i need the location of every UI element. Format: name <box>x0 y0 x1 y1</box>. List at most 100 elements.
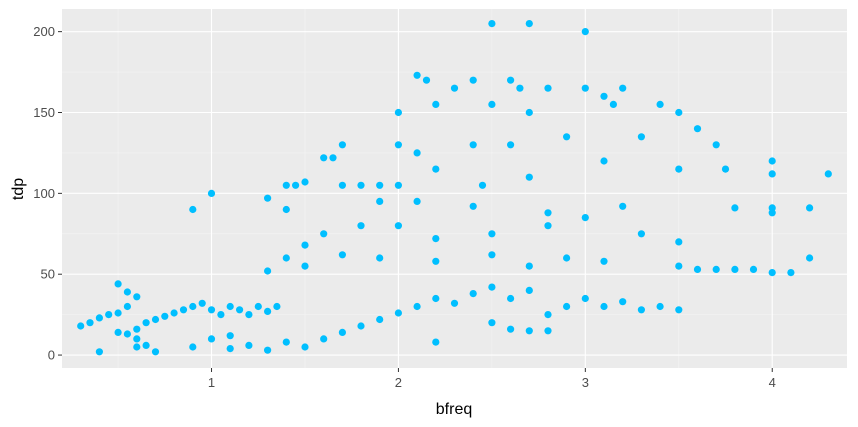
data-point <box>77 322 85 330</box>
data-point <box>656 302 664 311</box>
data-point <box>563 133 571 141</box>
data-point <box>394 222 402 230</box>
data-point <box>114 328 122 336</box>
data-point <box>217 311 225 319</box>
data-point <box>450 84 459 92</box>
data-point <box>273 302 281 311</box>
data-point <box>226 345 234 353</box>
data-point <box>488 283 496 291</box>
data-point <box>301 343 309 351</box>
data-point <box>675 306 683 314</box>
data-point <box>357 322 365 330</box>
data-point <box>320 230 328 238</box>
data-point <box>394 309 402 317</box>
y-tick-label: 200 <box>33 24 55 39</box>
data-point <box>394 181 402 189</box>
data-point <box>123 302 131 311</box>
data-point <box>787 269 795 277</box>
data-point <box>123 288 131 296</box>
data-point <box>721 165 730 173</box>
data-point <box>581 294 589 303</box>
data-point <box>544 327 552 335</box>
data-point <box>376 254 384 262</box>
data-point <box>413 197 421 205</box>
data-points <box>77 20 832 356</box>
data-point <box>413 302 421 311</box>
data-point <box>768 269 776 277</box>
data-point <box>824 170 832 178</box>
data-point <box>338 328 346 336</box>
data-point <box>525 173 533 181</box>
data-point <box>675 238 683 246</box>
data-point <box>675 262 683 270</box>
data-point <box>142 341 150 349</box>
data-point <box>675 108 683 117</box>
data-point <box>142 319 150 327</box>
data-point <box>488 100 496 108</box>
data-point <box>507 325 515 333</box>
data-point <box>488 251 496 259</box>
y-tick-label: 0 <box>48 348 55 363</box>
data-point <box>469 202 477 210</box>
data-point <box>95 348 103 356</box>
data-point <box>432 235 440 243</box>
data-point <box>394 141 402 149</box>
data-point <box>264 194 272 202</box>
data-point <box>600 302 608 311</box>
data-point <box>525 20 533 28</box>
data-point <box>544 222 552 230</box>
data-point <box>282 205 290 214</box>
data-point <box>320 335 328 343</box>
data-point <box>525 108 533 117</box>
data-point <box>245 341 253 349</box>
data-point <box>226 302 234 311</box>
data-point <box>432 100 440 108</box>
data-point <box>338 251 346 259</box>
data-point <box>376 181 384 189</box>
data-point <box>376 197 384 205</box>
data-point <box>544 84 552 92</box>
data-point <box>264 346 272 354</box>
data-point <box>609 100 618 108</box>
data-point <box>619 202 627 210</box>
data-point <box>581 28 589 36</box>
data-point <box>432 165 440 173</box>
data-point <box>422 76 431 84</box>
data-point <box>301 178 309 186</box>
data-point <box>357 222 365 230</box>
data-point <box>544 311 552 319</box>
y-axis-ticks: 0 50 100 150 200 <box>33 24 62 363</box>
data-point <box>151 348 160 356</box>
data-point <box>507 294 515 303</box>
y-tick-label: 50 <box>41 267 55 282</box>
data-point <box>469 141 477 149</box>
data-point <box>226 332 234 340</box>
major-gridlines <box>62 9 847 368</box>
data-point <box>95 314 103 322</box>
data-point <box>749 265 758 273</box>
data-point <box>731 265 739 273</box>
data-point <box>637 306 646 314</box>
data-point <box>544 209 552 217</box>
data-point <box>338 141 346 149</box>
data-point <box>432 338 440 346</box>
data-point <box>292 181 300 189</box>
data-point <box>357 181 365 189</box>
data-point <box>394 108 402 117</box>
x-axis-ticks: 1 2 3 4 <box>208 368 776 390</box>
data-point <box>207 306 216 314</box>
data-point <box>86 319 94 327</box>
data-point <box>693 125 702 133</box>
data-point <box>133 335 141 343</box>
data-point <box>507 141 515 149</box>
data-point <box>189 302 197 311</box>
data-point <box>600 157 608 165</box>
data-point <box>133 343 141 351</box>
data-point <box>525 327 533 335</box>
data-point <box>245 311 253 319</box>
data-point <box>179 306 188 314</box>
data-point <box>478 181 487 189</box>
data-point <box>282 338 290 346</box>
data-point <box>413 149 421 157</box>
